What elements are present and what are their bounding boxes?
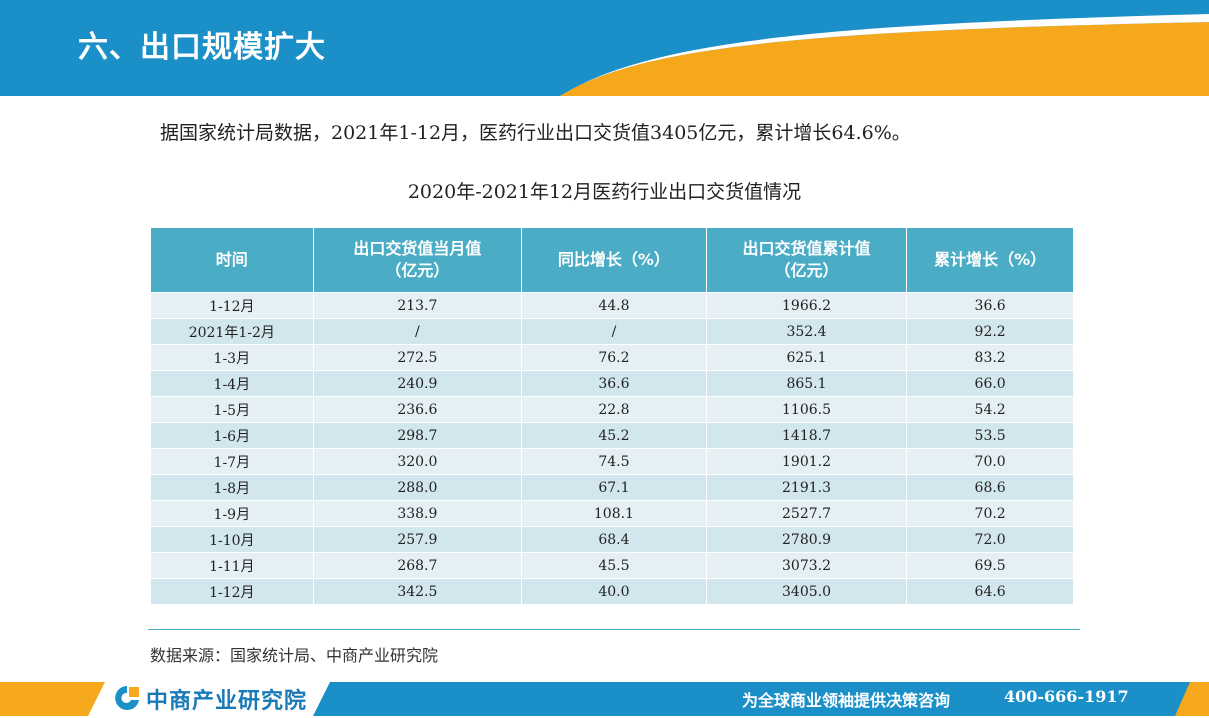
cell-monthly-value: / xyxy=(313,318,523,344)
cell-monthly-value: 320.0 xyxy=(313,448,523,474)
cell-time: 2021年1-2月 xyxy=(151,318,314,344)
cell-time: 1-11月 xyxy=(151,552,314,578)
cell-monthly-value: 338.9 xyxy=(313,500,523,526)
cell-yoy-growth: / xyxy=(522,318,707,344)
column-header-time: 时间 xyxy=(151,228,314,292)
cell-cumulative-value: 2527.7 xyxy=(706,500,908,526)
cell-yoy-growth: 68.4 xyxy=(522,526,707,552)
company-logo-text: 中商产业研究院 xyxy=(146,689,308,714)
cell-time: 1-10月 xyxy=(151,526,314,552)
table-row: 2021年1-2月 / / 352.4 92.2 xyxy=(151,318,1073,344)
data-source: 数据来源：国家统计局、中商产业研究院 xyxy=(150,646,439,665)
company-logo-icon xyxy=(115,686,139,710)
table-row: 1-4月 240.9 36.6 865.1 66.0 xyxy=(151,370,1073,396)
cell-time: 1-7月 xyxy=(151,448,314,474)
cell-cumulative-growth: 64.6 xyxy=(907,578,1073,604)
cell-yoy-growth: 45.5 xyxy=(522,552,707,578)
cell-cumulative-growth: 72.0 xyxy=(907,526,1073,552)
cell-monthly-value: 298.7 xyxy=(313,422,523,448)
cell-time: 1-12月 xyxy=(151,578,314,604)
column-header-cumulative-growth: 累计增长（%） xyxy=(907,228,1073,292)
cell-cumulative-value: 3405.0 xyxy=(706,578,908,604)
cell-cumulative-growth: 54.2 xyxy=(907,396,1073,422)
column-header-cumulative-value: 出口交货值累计值 （亿元） xyxy=(706,228,908,292)
page-title: 六、出口规模扩大 xyxy=(78,30,326,65)
cell-cumulative-growth: 83.2 xyxy=(907,344,1073,370)
cell-time: 1-3月 xyxy=(151,344,314,370)
cell-monthly-value: 213.7 xyxy=(313,292,523,318)
table-row: 1-3月 272.5 76.2 625.1 83.2 xyxy=(151,344,1073,370)
column-header-yoy-growth: 同比增长（%） xyxy=(522,228,707,292)
cell-cumulative-value: 1901.2 xyxy=(706,448,908,474)
cell-monthly-value: 257.9 xyxy=(313,526,523,552)
cell-cumulative-value: 865.1 xyxy=(706,370,908,396)
table-row: 1-9月 338.9 108.1 2527.7 70.2 xyxy=(151,500,1073,526)
cell-time: 1-4月 xyxy=(151,370,314,396)
cell-cumulative-growth: 53.5 xyxy=(907,422,1073,448)
cell-cumulative-growth: 68.6 xyxy=(907,474,1073,500)
cell-yoy-growth: 44.8 xyxy=(522,292,707,318)
cell-monthly-value: 342.5 xyxy=(313,578,523,604)
table-row: 1-11月 268.7 45.5 3073.2 69.5 xyxy=(151,552,1073,578)
cell-cumulative-value: 2780.9 xyxy=(706,526,908,552)
cell-yoy-growth: 76.2 xyxy=(522,344,707,370)
cell-yoy-growth: 74.5 xyxy=(522,448,707,474)
cell-cumulative-value: 2191.3 xyxy=(706,474,908,500)
table-row: 1-6月 298.7 45.2 1418.7 53.5 xyxy=(151,422,1073,448)
footer-slogan: 为全球商业领袖提供决策咨询 xyxy=(742,691,951,710)
cell-cumulative-value: 352.4 xyxy=(706,318,908,344)
table-row: 1-12月 213.7 44.8 1966.2 36.6 xyxy=(151,292,1073,318)
column-header-monthly-value: 出口交货值当月值 （亿元） xyxy=(313,228,523,292)
intro-text: 据国家统计局数据，2021年1-12月，医药行业出口交货值3405亿元，累计增长… xyxy=(160,122,911,144)
cell-yoy-growth: 22.8 xyxy=(522,396,707,422)
cell-cumulative-growth: 36.6 xyxy=(907,292,1073,318)
cell-cumulative-growth: 92.2 xyxy=(907,318,1073,344)
cell-time: 1-9月 xyxy=(151,500,314,526)
cell-time: 1-12月 xyxy=(151,292,314,318)
cell-cumulative-value: 1966.2 xyxy=(706,292,908,318)
cell-yoy-growth: 67.1 xyxy=(522,474,707,500)
footer-band xyxy=(0,680,1209,718)
table-row: 1-7月 320.0 74.5 1901.2 70.0 xyxy=(151,448,1073,474)
cell-monthly-value: 240.9 xyxy=(313,370,523,396)
section-divider xyxy=(148,629,1080,630)
cell-monthly-value: 236.6 xyxy=(313,396,523,422)
table-row: 1-8月 288.0 67.1 2191.3 68.6 xyxy=(151,474,1073,500)
export-value-table: 时间 出口交货值当月值 （亿元） 同比增长（%） 出口交货值累计值 （亿元） 累计增… xyxy=(151,228,1073,604)
cell-cumulative-growth: 70.0 xyxy=(907,448,1073,474)
table-title: 2020年-2021年12月医药行业出口交货值情况 xyxy=(407,181,802,203)
cell-cumulative-growth: 66.0 xyxy=(907,370,1073,396)
cell-monthly-value: 268.7 xyxy=(313,552,523,578)
cell-cumulative-value: 1418.7 xyxy=(706,422,908,448)
cell-cumulative-value: 3073.2 xyxy=(706,552,908,578)
cell-monthly-value: 288.0 xyxy=(313,474,523,500)
cell-yoy-growth: 40.0 xyxy=(522,578,707,604)
table-row: 1-5月 236.6 22.8 1106.5 54.2 xyxy=(151,396,1073,422)
cell-time: 1-6月 xyxy=(151,422,314,448)
cell-time: 1-8月 xyxy=(151,474,314,500)
cell-monthly-value: 272.5 xyxy=(313,344,523,370)
cell-cumulative-growth: 69.5 xyxy=(907,552,1073,578)
table-row: 1-10月 257.9 68.4 2780.9 72.0 xyxy=(151,526,1073,552)
cell-yoy-growth: 108.1 xyxy=(522,500,707,526)
header-decoration xyxy=(0,0,1209,96)
cell-yoy-growth: 45.2 xyxy=(522,422,707,448)
cell-time: 1-5月 xyxy=(151,396,314,422)
table-row: 1-12月 342.5 40.0 3405.0 64.6 xyxy=(151,578,1073,604)
header-band: 六、出口规模扩大 xyxy=(0,0,1209,96)
cell-cumulative-value: 1106.5 xyxy=(706,396,908,422)
table-header-row: 时间 出口交货值当月值 （亿元） 同比增长（%） 出口交货值累计值 （亿元） 累计增… xyxy=(151,228,1073,292)
cell-cumulative-growth: 70.2 xyxy=(907,500,1073,526)
cell-cumulative-value: 625.1 xyxy=(706,344,908,370)
cell-yoy-growth: 36.6 xyxy=(522,370,707,396)
footer-decoration xyxy=(0,682,1209,716)
footer-phone: 400-666-1917 xyxy=(1004,687,1129,706)
